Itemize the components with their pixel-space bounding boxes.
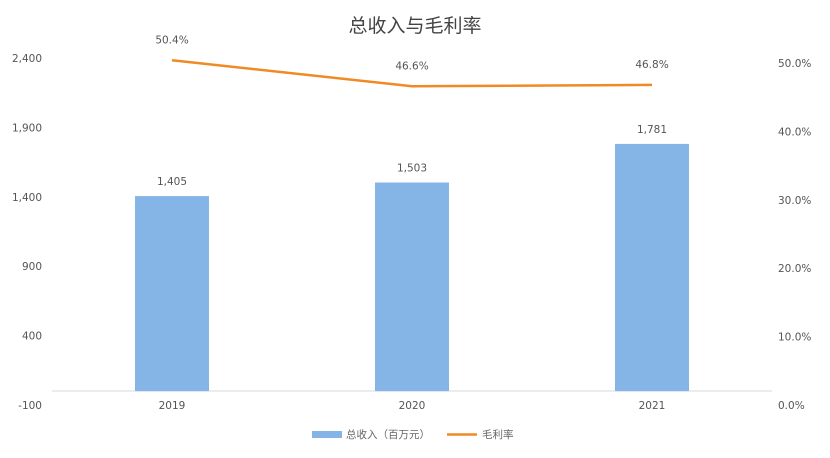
left-tick-label: -100 [18, 400, 42, 412]
right-tick-label: 40.0% [778, 126, 811, 138]
line-data-label: 50.4% [155, 34, 188, 46]
margin-line [171, 59, 653, 88]
legend-label-margin: 毛利率 [482, 428, 514, 441]
line-data-label: 46.8% [635, 59, 668, 71]
x-tick-label: 2019 [159, 400, 186, 412]
left-tick-label: 1,400 [12, 192, 42, 204]
bar-data-label: 1,781 [637, 124, 667, 136]
bar-2020 [375, 182, 449, 392]
legend-swatch-revenue [312, 431, 342, 438]
right-tick-label: 10.0% [778, 332, 811, 344]
legend: 总收入（百万元） 毛利率 [312, 428, 514, 441]
right-tick-label: 20.0% [778, 263, 811, 275]
left-tick-label: 1,900 [12, 122, 42, 134]
right-tick-label: 30.0% [778, 195, 811, 207]
x-tick-label: 2021 [639, 400, 666, 412]
bar-data-label: 1,405 [157, 176, 187, 188]
bar-2019 [135, 196, 209, 392]
left-tick-label: 400 [22, 331, 42, 343]
line-data-label: 46.6% [395, 60, 428, 72]
bar-data-label: 1,503 [397, 163, 427, 175]
left-tick-label: 900 [22, 261, 42, 273]
right-tick-label: 50.0% [778, 58, 811, 70]
left-tick-label: 2,400 [12, 53, 42, 65]
legend-label-revenue: 总收入（百万元） [346, 428, 430, 441]
bar-2021 [615, 143, 689, 392]
x-tick-label: 2020 [399, 400, 426, 412]
chart-title: 总收入与毛利率 [348, 15, 481, 37]
right-tick-label: 0.0% [778, 400, 805, 412]
